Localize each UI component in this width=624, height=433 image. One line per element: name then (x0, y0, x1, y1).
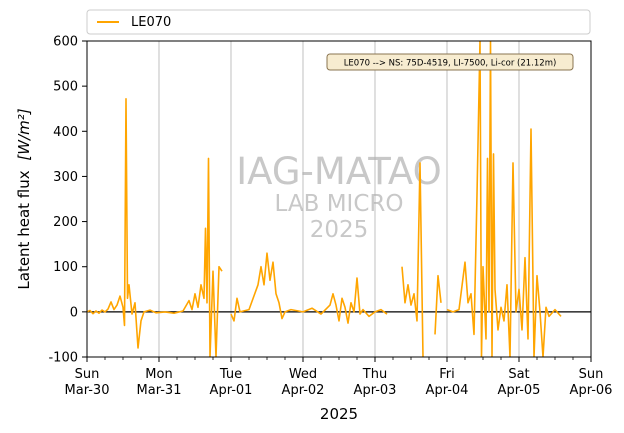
y-tick-label: 600 (53, 35, 78, 50)
x-tick-label-date: Mar-30 (65, 383, 110, 398)
y-axis: -100 0 100 200 300 400 500 600 (48, 35, 87, 366)
x-tick-label-day: Mon (145, 367, 172, 382)
x-tick-label-day: Wed (289, 367, 317, 382)
y-tick-label: 400 (53, 125, 78, 140)
y-tick-label: 200 (53, 215, 78, 230)
x-tick-label-day: Tue (219, 367, 242, 382)
series-line-le070 (230, 252, 388, 324)
grid-lines (158, 41, 520, 357)
y-tick-label: -100 (48, 351, 78, 366)
legend: LE070 (86, 9, 591, 35)
series-line-le070 (446, 41, 562, 357)
x-tick-label-day: Fri (439, 367, 455, 382)
y-tick-label: 100 (53, 260, 78, 275)
annotation-text: LE070 --> NS: 75D-4519, LI-7500, Li-cor … (344, 59, 557, 69)
x-tick-label-date: Mar-31 (137, 383, 182, 398)
x-tick-label-date: Apr-04 (426, 383, 469, 398)
series-line-le070 (401, 162, 424, 357)
x-axis-title: 2025 (320, 405, 358, 423)
y-axis-title-unit: [W/m²] (15, 108, 33, 160)
annotation: LE070 --> NS: 75D-4519, LI-7500, Li-cor … (326, 53, 574, 71)
legend-box (86, 9, 591, 35)
plot-data (87, 41, 591, 357)
x-tick-label-date: Apr-02 (282, 383, 325, 398)
watermark: IAG-MATAO LAB MICRO 2025 (236, 150, 441, 243)
y-axis-title-main: Latent heat flux (15, 170, 33, 289)
watermark-line-3: 2025 (310, 217, 369, 243)
x-tick-label-date: Apr-01 (210, 383, 253, 398)
x-tick-label-date: Apr-06 (570, 383, 613, 398)
x-tick-label-day: Sun (579, 367, 604, 382)
annotation-box (326, 53, 574, 71)
x-tick-label-day: Thu (362, 367, 387, 382)
y-tick-label: 500 (53, 80, 78, 95)
series-line-le070 (87, 98, 223, 357)
watermark-line-1: IAG-MATAO (236, 150, 441, 193)
x-tick-label-date: Apr-05 (498, 383, 541, 398)
legend-label: LE070 (131, 15, 171, 30)
x-tick-label-day: Sun (75, 367, 100, 382)
x-axis: SunMar-30MonMar-31TueApr-01WedApr-02ThuA… (65, 357, 613, 398)
series-line-le070 (434, 274, 442, 335)
x-tick-label-date: Apr-03 (354, 383, 397, 398)
watermark-line-2: LAB MICRO (275, 191, 404, 217)
y-tick-label: 0 (70, 305, 78, 320)
y-tick-label: 300 (53, 170, 78, 185)
x-tick-label-day: Sat (508, 367, 529, 382)
y-axis-title: Latent heat flux [W/m²] (15, 108, 33, 289)
